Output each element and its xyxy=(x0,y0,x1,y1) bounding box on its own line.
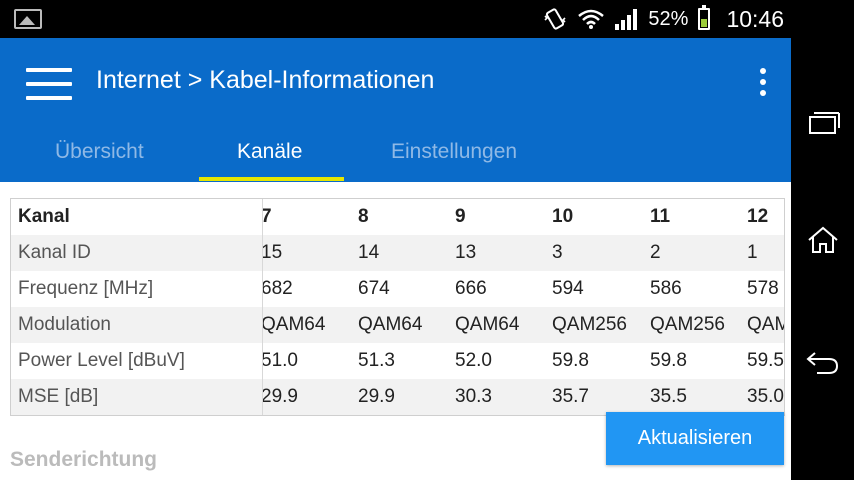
table-cell: QAM64 xyxy=(358,314,423,335)
tab-kanaele[interactable]: Kanäle xyxy=(237,140,303,163)
table-cell: 674 xyxy=(358,278,390,299)
table-cell: 11 xyxy=(650,206,671,227)
page-title: Internet > Kabel-Informationen xyxy=(96,66,435,94)
signal-icon xyxy=(615,9,638,30)
table-label-row: MSE [dB] xyxy=(11,379,262,415)
section-heading-senderichtung: Senderichtung xyxy=(10,448,158,471)
table-cell: 15 xyxy=(261,242,283,263)
image-notification-icon xyxy=(14,9,42,29)
table-cell: 51.3 xyxy=(358,350,395,371)
table-label-row: Modulation xyxy=(11,307,262,343)
active-tab-indicator xyxy=(199,177,344,181)
table-cell: 1 xyxy=(747,242,758,263)
table-cell: 9 xyxy=(455,206,466,227)
app-content: Internet > Kabel-Informationen Übersicht… xyxy=(0,38,791,480)
table-cell: 59.5 xyxy=(747,350,784,371)
back-icon[interactable] xyxy=(805,347,841,377)
table-cell: 29.9 xyxy=(358,386,395,407)
table-row-label: Frequenz [MHz] xyxy=(18,278,154,299)
table-header-row: 7 8 9 10 11 12 xyxy=(11,199,784,235)
table-cell: 10 xyxy=(552,206,574,227)
table-cell: 29.9 xyxy=(261,386,298,407)
table-label-row: Frequenz [MHz] xyxy=(11,271,262,307)
navigation-bar xyxy=(791,0,854,480)
table-cell: QAM xyxy=(747,314,784,335)
table-cell: 666 xyxy=(455,278,487,299)
table-row-label: Kanal ID xyxy=(18,242,91,263)
table-header-label-row: Kanal xyxy=(11,199,262,235)
table-row-label: Power Level [dBuV] xyxy=(18,350,185,371)
table-label-row: Kanal ID xyxy=(11,235,262,271)
battery-icon xyxy=(698,5,711,30)
tab-bar: Übersicht Kanäle Einstellungen xyxy=(0,126,791,182)
table-cell: 59.8 xyxy=(552,350,589,371)
table-cell: 586 xyxy=(650,278,682,299)
table-cell: 35.0 xyxy=(747,386,784,407)
table-cell: 59.8 xyxy=(650,350,687,371)
table-row-label: MSE [dB] xyxy=(18,386,99,407)
table-row: 682 674 666 594 586 578 xyxy=(11,271,784,307)
table-cell: 14 xyxy=(358,242,380,263)
table-cell: QAM256 xyxy=(552,314,627,335)
table-cell: QAM256 xyxy=(650,314,725,335)
table-cell: 578 xyxy=(747,278,779,299)
table-cell: 30.3 xyxy=(455,386,492,407)
table-row: 51.0 51.3 52.0 59.8 59.8 59.5 xyxy=(11,343,784,379)
table-cell: 35.7 xyxy=(552,386,589,407)
table-cell: 682 xyxy=(261,278,293,299)
battery-percentage: 52% xyxy=(648,7,689,30)
table-row-label: Kanal xyxy=(18,206,70,227)
table-cell: 51.0 xyxy=(261,350,298,371)
hamburger-menu-icon[interactable] xyxy=(26,68,72,100)
channel-table[interactable]: 7 8 9 10 11 12 15 14 13 3 2 1 682 674 66… xyxy=(10,198,785,416)
table-cell: 594 xyxy=(552,278,584,299)
table-label-column: Kanal Kanal ID Frequenz [MHz] Modulation… xyxy=(11,199,263,415)
status-bar: 52% 10:46 xyxy=(0,0,854,38)
update-button[interactable]: Aktualisieren xyxy=(606,412,784,465)
table-cell: 8 xyxy=(358,206,369,227)
more-vert-icon[interactable] xyxy=(755,68,771,98)
home-icon[interactable] xyxy=(805,225,841,255)
vibrate-icon xyxy=(544,8,566,30)
table-cell: QAM64 xyxy=(455,314,520,335)
table-row-label: Modulation xyxy=(18,314,111,335)
table-cell: 13 xyxy=(455,242,477,263)
table-cell: 52.0 xyxy=(455,350,492,371)
clock: 10:46 xyxy=(726,5,784,32)
recent-apps-icon[interactable] xyxy=(805,108,841,138)
tab-uebersicht[interactable]: Übersicht xyxy=(55,140,144,163)
table-label-row: Power Level [dBuV] xyxy=(11,343,262,379)
wifi-icon xyxy=(578,9,605,29)
table-cell: QAM64 xyxy=(261,314,326,335)
tab-einstellungen[interactable]: Einstellungen xyxy=(391,140,518,163)
table-cell: 35.5 xyxy=(650,386,687,407)
status-indicators: 52% 10:46 xyxy=(542,0,784,38)
table-cell: 2 xyxy=(650,242,661,263)
toolbar: Internet > Kabel-Informationen xyxy=(0,38,791,126)
table-cell: 7 xyxy=(261,206,272,227)
table-cell: 3 xyxy=(552,242,563,263)
table-cell: 12 xyxy=(747,206,769,227)
